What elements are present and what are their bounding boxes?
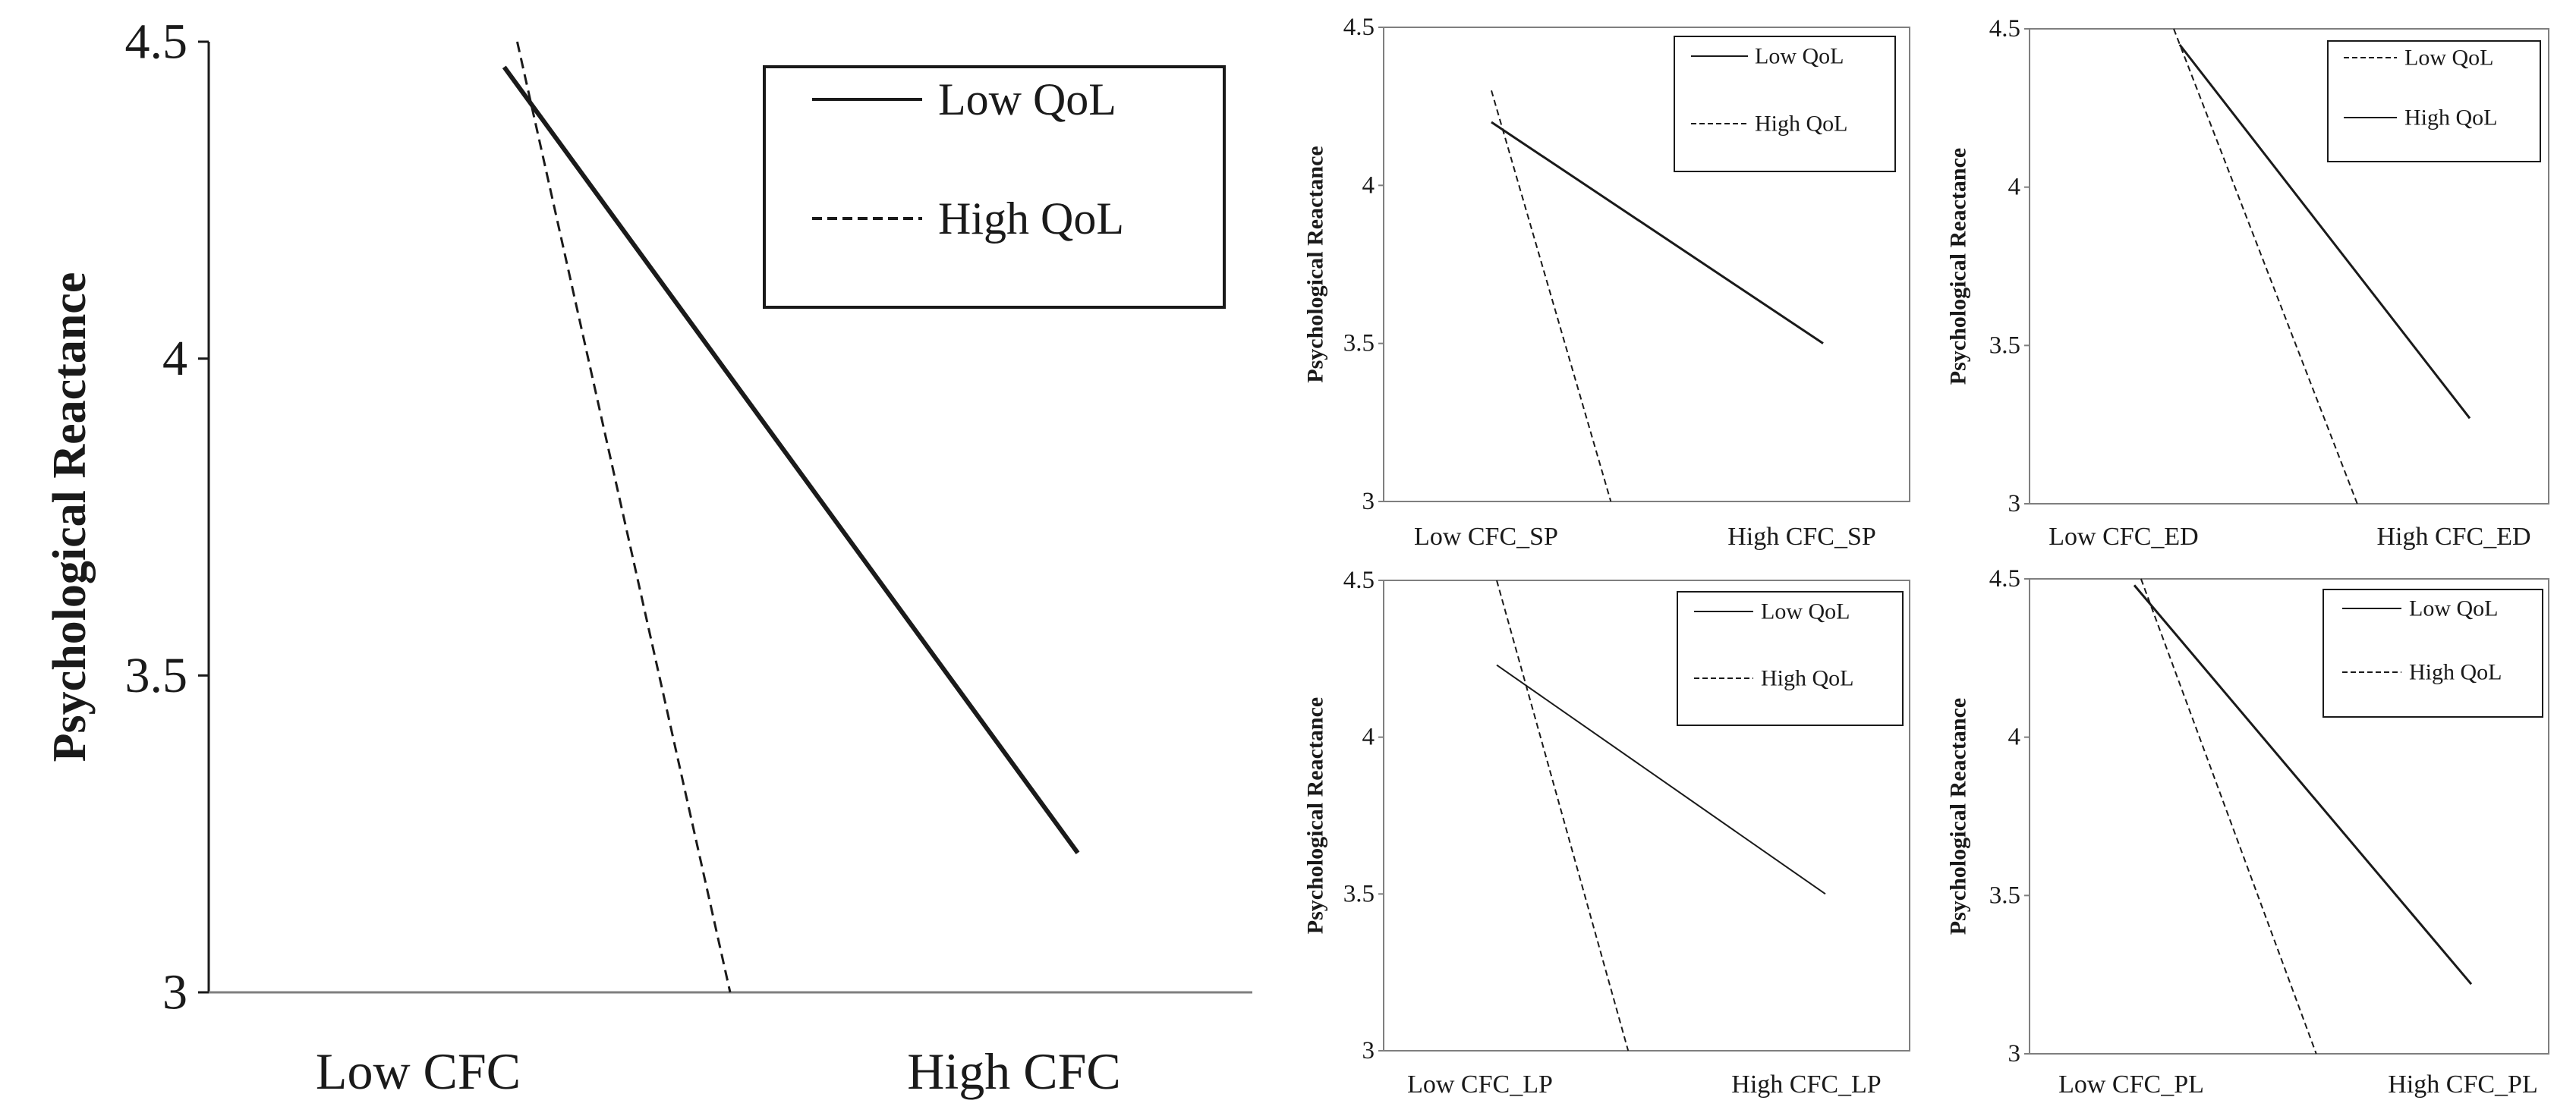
x-category-label: Low CFC (316, 1042, 521, 1100)
legend-box (2322, 589, 2543, 718)
series-line-high-qol (2178, 43, 2471, 420)
legend: Low QoL High QoL (2322, 589, 2543, 718)
legend-label: High QoL (1761, 666, 1854, 691)
legend-label: Low QoL (938, 74, 1116, 124)
legend-label: Low QoL (1761, 599, 1850, 624)
chart-panel-lp: 3 3.5 4 4.5 Psychological Reactance Low CFC_L… (1303, 567, 1910, 1099)
y-tick-label: 3 (2008, 490, 2021, 517)
y-axis-label: Psychological Reactance (1946, 148, 1971, 385)
x-category-label: Low CFC_LP (1407, 1070, 1553, 1099)
y-axis-label: Psychological Reactance (1946, 698, 1971, 935)
y-tick-label: 4.5 (125, 14, 188, 70)
y-tick-label: 3 (162, 965, 187, 1020)
chart-panel-sp: 3 3.5 4 4.5 Psychological Reactance Low CFC_S… (1303, 14, 1910, 551)
y-axis-label: Psychological Reactance (44, 272, 96, 762)
x-category-label: Low CFC_PL (2058, 1070, 2204, 1099)
series-line-high-qol (1491, 90, 1612, 502)
legend-box (1677, 591, 1904, 726)
series-line-high-qol (1496, 580, 1630, 1052)
series-line-low-qol (1491, 121, 1824, 344)
y-tick-label: 4 (2008, 724, 2021, 751)
x-category-label: High CFC (907, 1042, 1121, 1100)
legend: Low QoL High QoL (1674, 36, 1896, 172)
plot-frame (2029, 578, 2549, 1055)
plot-frame (2029, 28, 2549, 505)
y-tick-label: 3.5 (1989, 332, 2020, 359)
series-line-low-qol (502, 65, 1080, 854)
y-tick-label: 4 (162, 331, 187, 386)
x-category-label: Low CFC_SP (1414, 523, 1558, 551)
y-axis-label: Psychological Reactance (1303, 146, 1328, 382)
y-axis-label: Psychological Reactance (1303, 697, 1328, 934)
legend: Low QoL High QoL (763, 65, 1226, 309)
y-tick-label: 3.5 (125, 648, 188, 703)
y-tick-label: 4.5 (1343, 567, 1375, 594)
legend-label: High QoL (938, 193, 1124, 244)
series-line-high-qol (2140, 578, 2317, 1055)
y-tick-label: 3.5 (1343, 880, 1375, 907)
series-line-low-qol (2133, 584, 2473, 986)
y-tick-label: 3.5 (1989, 882, 2020, 909)
y-tick-label: 4 (1362, 171, 1375, 199)
y-tick-label: 3 (1362, 1037, 1375, 1064)
y-tick-label: 3 (2008, 1040, 2021, 1067)
y-tick-label: 4 (1362, 724, 1375, 751)
series-line-low-qol (2173, 28, 2358, 505)
y-tick-label: 4 (2008, 174, 2021, 201)
chart-panel-pl: 3 3.5 4 4.5 Psychological Reactance Low CFC_P… (1946, 565, 2549, 1099)
legend-box (2327, 40, 2541, 162)
y-tick-label: 4.5 (1989, 565, 2020, 593)
x-category-label: High CFC_LP (1731, 1070, 1881, 1099)
legend-box (763, 65, 1226, 309)
legend: Low QoL High QoL (1677, 591, 1904, 726)
x-category-label: High CFC_ED (2376, 523, 2530, 551)
legend-label: High QoL (2404, 105, 2498, 130)
legend-label: High QoL (2409, 660, 2502, 685)
legend-label: High QoL (1755, 112, 1848, 137)
x-category-label: High CFC_SP (1727, 523, 1876, 551)
chart-panel-ed: 3 3.5 4 4.5 Psychological Reactance Low CFC_E… (1946, 15, 2549, 551)
y-tick-label: 3 (1362, 488, 1375, 515)
x-category-label: High CFC_PL (2388, 1070, 2537, 1099)
y-tick-label: 3.5 (1343, 330, 1375, 357)
legend-label: Low QoL (2409, 596, 2498, 621)
series-line-high-qol (516, 41, 732, 993)
legend-label: Low QoL (2404, 46, 2493, 71)
chart-panel-main: 3 3.5 4 4.5 Psychological Reactance Low CFC Hi… (44, 14, 1252, 1100)
plot-frame (1383, 27, 1910, 502)
legend: Low QoL High QoL (2327, 40, 2541, 162)
y-tick-label: 4.5 (1343, 14, 1375, 41)
plot-frame (1383, 580, 1910, 1052)
legend-box (1674, 36, 1896, 172)
y-tick-label: 4.5 (1989, 15, 2020, 42)
x-category-label: Low CFC_ED (2049, 523, 2198, 551)
legend-label: Low QoL (1755, 44, 1844, 69)
series-line-low-qol (1496, 664, 1826, 895)
